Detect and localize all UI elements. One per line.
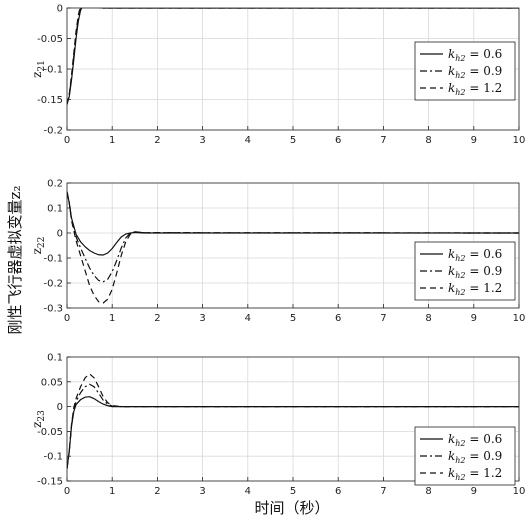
x-tick-label: 8 bbox=[425, 135, 431, 146]
y-tick-label: -0.2 bbox=[43, 279, 63, 290]
x-tick-label: 7 bbox=[380, 313, 386, 324]
subplot-1: 0 1 2 3 4 5 6 7 8 9 10 -0.2 -0.15 -0.1 -0.05 0 z21 kh2 = … bbox=[30, 4, 526, 147]
x-tick-label: 4 bbox=[245, 486, 251, 497]
x-tick-label: 3 bbox=[199, 313, 205, 324]
legend-label: kh2 = 0.9 bbox=[448, 64, 502, 80]
x-tick-label: 1 bbox=[109, 135, 115, 146]
x-tick-label: 1 bbox=[109, 313, 115, 324]
series-line-3 bbox=[67, 8, 519, 105]
x-tick-label: 5 bbox=[290, 135, 296, 146]
y-axis-label: z21 bbox=[30, 60, 47, 78]
series-line-2 bbox=[67, 383, 519, 469]
x-tick-label: 3 bbox=[199, 486, 205, 497]
x-tick-label: 0 bbox=[64, 135, 70, 146]
x-tick-label: 2 bbox=[154, 486, 160, 497]
x-tick-label: 10 bbox=[513, 486, 526, 497]
subplot-2: 0 1 2 3 4 5 6 7 8 9 10 -0.3 -0.2 -0.1 0 0.1 0.2 z22 kh2 = … bbox=[30, 179, 525, 325]
x-tick-label: 5 bbox=[290, 486, 296, 497]
x-tick-label: 10 bbox=[513, 135, 526, 146]
x-tick-label: 9 bbox=[471, 313, 477, 324]
figure-y-axis-label: 刚性飞行器虚拟变量z₂ bbox=[6, 186, 24, 335]
x-tick-label: 5 bbox=[290, 313, 296, 324]
legend-label: kh2 = 0.6 bbox=[448, 432, 502, 448]
series-line-3 bbox=[67, 373, 519, 469]
subplot-3: 0 1 2 3 4 5 6 7 8 9 10 -0.15 -0.1 -0.05 0 0.05 0.1 z23 kh2… bbox=[30, 353, 525, 498]
x-tick-label: 9 bbox=[471, 486, 477, 497]
x-tick-label: 2 bbox=[154, 135, 160, 146]
x-tick-label: 6 bbox=[335, 135, 341, 146]
y-tick-label: -0.2 bbox=[43, 126, 63, 137]
y-tick-label: -0.3 bbox=[43, 304, 63, 315]
x-tick-label: 7 bbox=[380, 135, 386, 146]
legend-box bbox=[414, 41, 516, 101]
y-tick-label: -0.15 bbox=[37, 95, 63, 106]
series-line-1 bbox=[67, 191, 519, 256]
x-tick-label: 3 bbox=[199, 135, 205, 146]
y-tick-label: 0.1 bbox=[47, 204, 63, 215]
legend-label: kh2 = 0.6 bbox=[448, 247, 502, 263]
x-tick-label: 4 bbox=[245, 313, 251, 324]
series-line-3 bbox=[67, 191, 519, 304]
legend-label: kh2 = 0.6 bbox=[448, 47, 502, 63]
x-tick-label: 0 bbox=[64, 486, 70, 497]
x-tick-label: 6 bbox=[335, 486, 341, 497]
legend-label: kh2 = 1.2 bbox=[448, 81, 502, 97]
y-tick-label: 0.05 bbox=[41, 377, 63, 388]
y-tick-label: -0.05 bbox=[37, 34, 63, 45]
figure-x-axis-label: 时间（秒） bbox=[254, 499, 329, 517]
y-tick-label: -0.1 bbox=[43, 452, 63, 463]
y-tick-label: -0.1 bbox=[43, 254, 63, 265]
x-tick-label: 0 bbox=[64, 313, 70, 324]
x-tick-label: 2 bbox=[154, 313, 160, 324]
series-line-2 bbox=[67, 191, 519, 283]
y-axis-label: z23 bbox=[30, 410, 47, 428]
y-tick-label: -0.1 bbox=[43, 65, 63, 76]
legend-label: kh2 = 1.2 bbox=[448, 281, 502, 297]
x-tick-label: 8 bbox=[425, 313, 431, 324]
x-tick-label: 4 bbox=[245, 135, 251, 146]
y-tick-label: 0 bbox=[57, 402, 63, 413]
y-axis-label: z22 bbox=[30, 237, 47, 255]
x-tick-label: 1 bbox=[109, 486, 115, 497]
y-tick-label: 0 bbox=[57, 229, 63, 240]
y-tick-label: -0.15 bbox=[37, 477, 63, 488]
x-tick-label: 9 bbox=[471, 135, 477, 146]
legend-label: kh2 = 0.9 bbox=[448, 264, 502, 280]
x-tick-label: 7 bbox=[380, 486, 386, 497]
y-tick-label: 0.1 bbox=[47, 353, 63, 364]
x-tick-label: 10 bbox=[513, 313, 526, 324]
y-tick-label: -0.05 bbox=[37, 427, 63, 438]
x-tick-label: 8 bbox=[425, 486, 431, 497]
y-tick-label: 0.2 bbox=[47, 179, 63, 190]
legend-label: kh2 = 1.2 bbox=[448, 466, 502, 482]
legend-label: kh2 = 0.9 bbox=[448, 449, 502, 465]
y-tick-label: 0 bbox=[57, 4, 63, 15]
x-tick-label: 6 bbox=[335, 313, 341, 324]
